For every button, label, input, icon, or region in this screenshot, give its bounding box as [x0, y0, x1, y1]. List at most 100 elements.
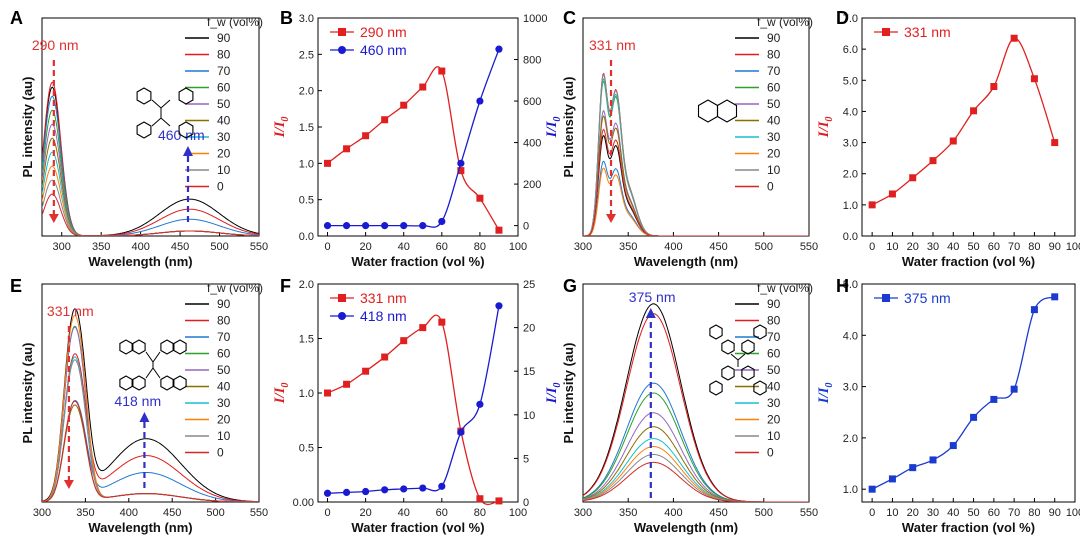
data-point-circle	[362, 222, 370, 230]
data-point-square	[324, 159, 332, 167]
spectrum-curve-fw-0	[42, 193, 259, 236]
data-point-circle	[438, 482, 446, 490]
x-tick-label: 60	[436, 507, 448, 519]
legend-entry: 60	[767, 81, 781, 95]
peak-label: 331 nm	[47, 303, 94, 319]
data-point-circle	[362, 487, 370, 496]
data-point-square	[1051, 293, 1059, 301]
y-tick-label: 1.0	[299, 158, 314, 170]
y-tick-label: 6.0	[843, 44, 858, 56]
x-tick-label: 30	[927, 241, 939, 253]
plot-frame	[861, 283, 1076, 503]
spectrum-curve-fw-0	[583, 128, 809, 236]
data-point-square	[495, 226, 503, 234]
legend-entry: 70	[217, 64, 231, 78]
x-tick-label: 0	[869, 507, 875, 519]
ring-shape	[160, 375, 174, 391]
ring-shape	[709, 324, 723, 340]
plot-frame	[41, 283, 260, 503]
data-point-circle	[323, 222, 332, 230]
data-point-square	[990, 395, 998, 403]
spectrum-curve-fw-10	[583, 73, 809, 236]
x-tick-label: 80	[474, 241, 486, 253]
y-axis-label-group: PL intensity (au)	[20, 343, 35, 444]
y-axis-label-group: PL intensity (au)	[20, 77, 35, 178]
data-point-square	[949, 137, 957, 145]
data-point-square	[343, 145, 351, 153]
legend-entry: 331 nm	[360, 290, 407, 306]
panel-letter: A	[10, 8, 23, 28]
series-line	[327, 66, 500, 231]
data-point-square	[1030, 75, 1038, 83]
panel-letter: D	[836, 8, 849, 28]
x-tick-label: 100	[1066, 507, 1080, 519]
spectrum-curve-fw-50	[583, 412, 809, 502]
y-tick-label-right: 15	[523, 366, 535, 378]
legend-entry: 20	[767, 413, 781, 427]
spectrum-curve-fw-10	[583, 453, 809, 502]
data-point-square	[949, 442, 957, 450]
data-point-square	[438, 67, 446, 75]
peak-label: 375 nm	[629, 289, 676, 305]
x-tick-label: 350	[619, 241, 637, 253]
legend-entry: 90	[217, 31, 231, 45]
peak-arrow-icon	[182, 146, 193, 156]
x-tick-label: 300	[574, 241, 592, 253]
ring-shape	[753, 324, 767, 340]
legend-entry: 10	[217, 163, 231, 177]
data-point-circle	[476, 97, 484, 105]
panel-b: 0 20 40 60 80 100 Water fraction (vol %) 0.0 0.5…	[272, 13, 563, 269]
legend-entry: 40	[217, 114, 231, 128]
data-point-square	[1010, 34, 1018, 42]
data-point-circle	[495, 45, 503, 53]
legend-entry: 40	[767, 380, 781, 394]
panel-d: 0 10 20 30 40 50 60 70 80 90 100 Water fraction (vo…	[816, 13, 1080, 269]
data-point-circle	[419, 222, 427, 230]
data-point-square	[929, 157, 937, 165]
spectrum-curve-fw-90	[583, 303, 809, 502]
y-axis-label-left-text: I/I0	[272, 383, 291, 405]
x-tick-label: 10	[886, 507, 898, 519]
legend-entry: 80	[217, 314, 231, 328]
plot-frame	[861, 17, 1076, 237]
x-tick-label: 100	[509, 507, 527, 519]
panel-letter: B	[280, 8, 293, 28]
data-point-square	[909, 464, 917, 472]
legend-marker	[882, 294, 890, 302]
x-tick-label: 0	[324, 507, 330, 519]
data-point-circle	[381, 222, 389, 230]
x-tick-label: 450	[171, 241, 189, 253]
panel-letter: G	[563, 276, 577, 296]
legend-marker	[338, 294, 346, 302]
y-tick-label: 7.0	[843, 13, 858, 25]
y-tick-label: 1.0	[843, 484, 858, 496]
y-tick-label-right: 0	[523, 497, 529, 509]
spectrum-curve-fw-0	[42, 400, 259, 502]
data-point-square	[362, 132, 370, 140]
x-tick-label: 450	[709, 507, 727, 519]
ring-shape	[709, 380, 723, 396]
legend-entry: 70	[767, 330, 781, 344]
ring-shape	[119, 375, 133, 391]
y-tick-label: 0.0	[843, 231, 858, 243]
tetraphenylethane-structure-icon	[136, 87, 194, 139]
x-tick-label: 400	[664, 507, 682, 519]
y-tick-label: 4.0	[843, 106, 858, 118]
ring-shape	[160, 339, 174, 355]
x-tick-label: 80	[474, 507, 486, 519]
data-point-circle	[323, 489, 332, 497]
legend-entry: 70	[767, 64, 781, 78]
data-point-circle	[400, 485, 408, 493]
x-tick-label: 50	[967, 507, 979, 519]
legend-entry: 40	[767, 114, 781, 128]
peak-arrow-icon	[606, 214, 617, 223]
x-tick-label: 400	[664, 241, 682, 253]
x-tick-label: 550	[800, 507, 818, 519]
legend-marker	[882, 28, 890, 36]
data-point-square	[400, 337, 408, 345]
legend-entry: 290 nm	[360, 24, 407, 40]
y-axis-label-group: PL intensity (au)	[561, 343, 576, 444]
x-tick-label: 350	[76, 507, 94, 519]
